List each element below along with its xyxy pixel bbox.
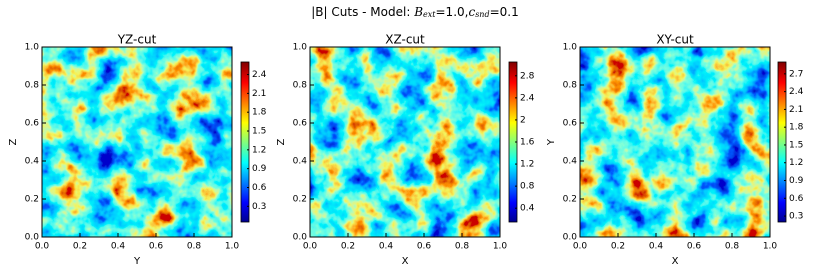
x-tick-label: 0.8 — [187, 242, 202, 252]
colorbar-tick-label: 0.9 — [252, 164, 267, 174]
x-tick-label: 0.2 — [73, 242, 87, 252]
colorbar-tick-label: 2.4 — [520, 93, 535, 103]
y-tick-label: 0.4 — [563, 157, 578, 167]
x-tick-label: 0.4 — [111, 242, 126, 252]
y-tick-label: 1.0 — [293, 43, 308, 53]
x-tick-label: 0.6 — [149, 242, 164, 252]
colorbar-tick-label: 0.6 — [252, 183, 267, 193]
x-tick-label: 0.0 — [35, 242, 50, 252]
colorbar — [240, 61, 250, 223]
colorbar-tick-label: 1.6 — [520, 138, 535, 148]
colorbar-tick-label: 0.8 — [520, 182, 535, 192]
x-tick-label: 0.6 — [417, 242, 432, 252]
y-tick-label: 0.8 — [563, 81, 578, 91]
x-axis-label: X — [402, 256, 409, 267]
heatmap-field — [310, 47, 500, 237]
x-tick-label: 1.0 — [225, 242, 240, 252]
y-tick-label: 0.2 — [293, 195, 307, 205]
colorbar-tick-label: 1.5 — [789, 140, 803, 150]
heatmap-field — [42, 47, 232, 237]
panel-title: XY-cut — [656, 33, 694, 47]
y-tick-label: 1.0 — [563, 43, 578, 53]
colorbar-tick-label: 2.4 — [252, 70, 267, 80]
colorbar-tick-label: 0.4 — [520, 204, 535, 214]
colorbar-tick-label: 2.1 — [252, 89, 266, 99]
colorbar-tick-label: 2.7 — [789, 69, 803, 79]
colorbar-tick-label: 2.8 — [520, 71, 535, 81]
y-tick-label: 0.2 — [25, 195, 39, 205]
y-tick-label: 0.6 — [25, 119, 40, 129]
colorbar-tick-label: 1.8 — [789, 123, 804, 133]
colorbar-tick-label: 2.4 — [789, 87, 804, 97]
heatmap-field — [580, 47, 770, 237]
axes-frame — [41, 46, 233, 238]
colorbar — [777, 61, 787, 223]
x-tick-label: 0.4 — [379, 242, 394, 252]
y-tick-label: 0.0 — [563, 233, 578, 243]
y-axis-label: Z — [8, 138, 19, 145]
x-tick-label: 0.2 — [611, 242, 625, 252]
x-axis-label: Y — [133, 256, 141, 267]
y-tick-label: 0.8 — [293, 81, 308, 91]
axes-frame — [579, 46, 771, 238]
colorbar-tick-label: 0.9 — [789, 176, 804, 186]
x-tick-label: 1.0 — [763, 242, 778, 252]
panel-title: XZ-cut — [385, 33, 425, 47]
colorbar-tick-label: 1.2 — [252, 145, 266, 155]
colorbar-tick-label: 1.2 — [789, 158, 803, 168]
colorbar-tick-label: 1.5 — [252, 127, 266, 137]
colorbar-tick-label: 1.2 — [520, 160, 534, 170]
axes-frame — [309, 46, 501, 238]
colorbar-tick-label: 0.3 — [789, 212, 803, 222]
y-tick-label: 0.4 — [25, 157, 40, 167]
colorbar-tick-label: 0.3 — [252, 202, 266, 212]
x-tick-label: 0.8 — [455, 242, 470, 252]
x-tick-label: 0.4 — [649, 242, 664, 252]
y-tick-label: 0.0 — [25, 233, 40, 243]
y-tick-label: 0.4 — [293, 157, 308, 167]
y-tick-label: 0.0 — [293, 233, 308, 243]
y-tick-label: 1.0 — [25, 43, 40, 53]
y-tick-label: 0.8 — [25, 81, 40, 91]
x-tick-label: 1.0 — [493, 242, 508, 252]
x-tick-label: 0.0 — [303, 242, 318, 252]
y-tick-label: 0.6 — [563, 119, 578, 129]
figure-title: |B| Cuts - Model: Bext=1.0,csnd=0.1 — [311, 5, 518, 20]
y-tick-label: 0.2 — [563, 195, 577, 205]
x-tick-label: 0.6 — [687, 242, 702, 252]
x-axis-label: X — [672, 256, 679, 267]
y-tick-label: 0.6 — [293, 119, 308, 129]
x-tick-label: 0.2 — [341, 242, 355, 252]
x-tick-label: 0.8 — [725, 242, 740, 252]
colorbar-tick-label: 2.1 — [789, 105, 803, 115]
colorbar-tick-label: 1.8 — [252, 108, 267, 118]
y-axis-label: Y — [546, 138, 557, 146]
y-axis-label: Z — [276, 138, 287, 145]
x-tick-label: 0.0 — [573, 242, 588, 252]
colorbar-tick-label: 2 — [520, 115, 526, 125]
colorbar-tick-label: 0.6 — [789, 194, 804, 204]
panel-title: YZ-cut — [117, 33, 157, 47]
